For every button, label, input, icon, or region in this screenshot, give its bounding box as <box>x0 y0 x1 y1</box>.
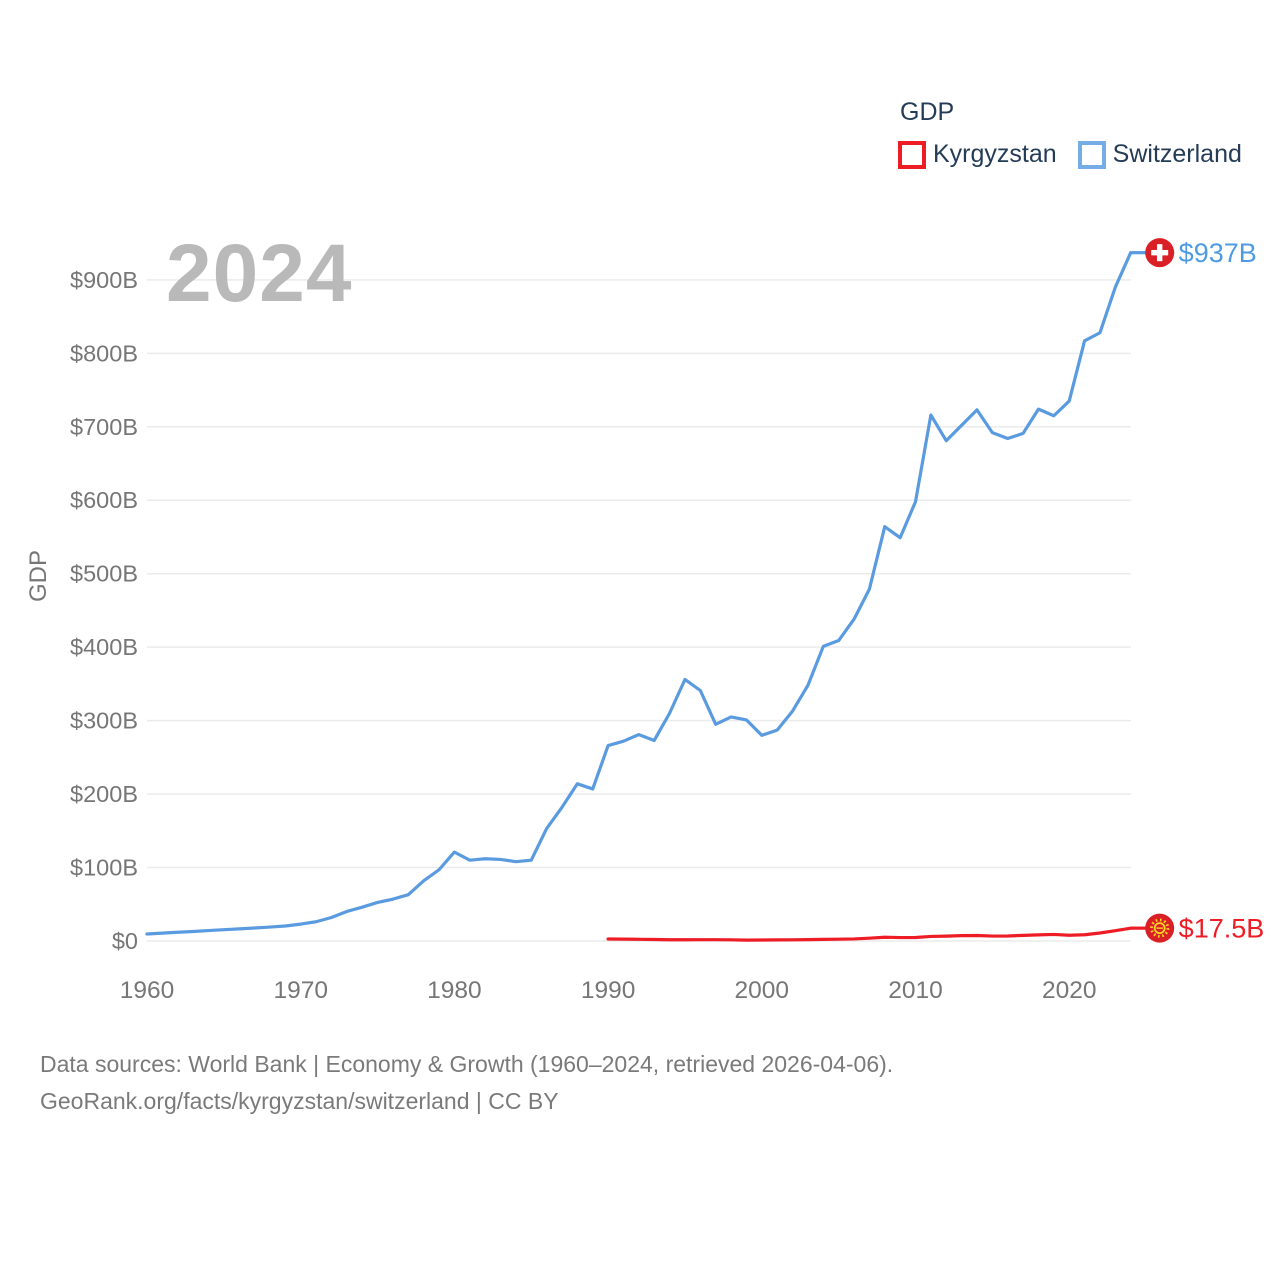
gridlines <box>147 279 1131 942</box>
switzerland-swatch-icon <box>1077 140 1106 169</box>
x-tick-label: 1960 <box>120 977 175 1004</box>
legend-item-switzerland[interactable]: Switzerland <box>1077 140 1242 169</box>
chart-year-watermark: 2024 <box>166 228 352 319</box>
series-line-switzerland[interactable] <box>145 251 1133 936</box>
switzerland-flag-icon <box>1145 238 1175 268</box>
legend-label-switzerland: Switzerland <box>1112 140 1242 168</box>
y-tick-label: $400B <box>70 634 138 660</box>
footer-data-sources: Data sources: World Bank | Economy & Gro… <box>40 1051 894 1077</box>
kyrgyzstan-end-value-label: $17.5B <box>1179 914 1265 944</box>
y-tick-label: $900B <box>70 267 138 293</box>
y-tick-label: $500B <box>70 561 138 587</box>
x-tick-label: 1980 <box>427 977 482 1004</box>
footer: Data sources: World Bank | Economy & Gro… <box>40 1046 893 1120</box>
y-tick-label: $0 <box>112 928 138 954</box>
y-tick-label: $800B <box>70 340 138 366</box>
legend-items: Kyrgyzstan Switzerland <box>898 140 1242 169</box>
kyrgyzstan-flag-icon <box>1145 913 1175 943</box>
legend-item-kyrgyzstan[interactable]: Kyrgyzstan <box>898 140 1057 169</box>
y-tick-label: $300B <box>70 708 138 734</box>
x-tick-label: 2020 <box>1042 977 1097 1004</box>
x-tick-label: 2000 <box>735 977 790 1004</box>
y-axis-title: GDP <box>25 550 52 602</box>
y-tick-label: $600B <box>70 487 138 513</box>
y-axis-tick-labels: $0 $100B $200B $300B $400B $500B $600B $700B $80… <box>70 267 138 954</box>
footer-attribution: GeoRank.org/facts/kyrgyzstan/switzerland… <box>40 1088 559 1114</box>
legend: GDP Kyrgyzstan Switzerland <box>898 98 1242 169</box>
x-tick-label: 1970 <box>273 977 328 1004</box>
series-line-kyrgyzstan[interactable] <box>606 926 1133 942</box>
x-axis-tick-labels: 1960 1970 1980 1990 2000 2010 2020 <box>120 977 1097 1004</box>
switzerland-end-value-label: $937B <box>1179 238 1257 268</box>
legend-title: GDP <box>900 98 955 126</box>
kyrgyzstan-swatch-icon <box>898 140 926 169</box>
legend-label-kyrgyzstan: Kyrgyzstan <box>933 140 1057 168</box>
x-tick-label: 1990 <box>581 977 636 1004</box>
y-tick-label: $700B <box>70 414 138 440</box>
x-tick-label: 2010 <box>888 977 943 1004</box>
y-tick-label: $200B <box>70 781 138 807</box>
y-tick-label: $100B <box>70 855 138 881</box>
